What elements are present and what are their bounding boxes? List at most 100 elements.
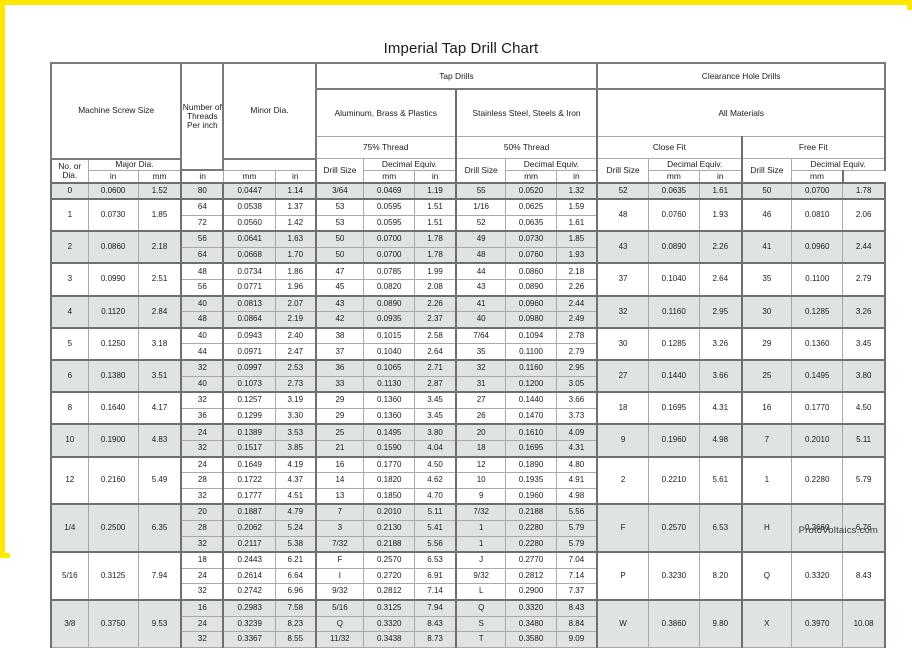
cell-tpi: 56 (180, 230, 224, 248)
cell-major-mm: 2.51 (137, 262, 182, 297)
cell-tpi: 18 (180, 551, 224, 569)
cell-close-drill: 52 (596, 181, 649, 200)
table-header: Machine Screw Size Number of Threads Per… (49, 61, 887, 184)
cell-free-drill: 16 (740, 391, 793, 425)
cell-minor-in: 0.1073 (222, 375, 277, 393)
cell-close-in: 0.0890 (647, 230, 700, 264)
cell-75-mm: 7.94 (414, 598, 457, 617)
cell-close-in: 0.1960 (647, 423, 700, 458)
cell-tpi: 48 (180, 311, 224, 329)
cell-75-mm: 6.53 (414, 551, 457, 569)
header-minor-dia-units (222, 158, 317, 171)
table-row: 64 0.0668 1.70 50 0.0700 1.78 48 0.0760 1.93 (51, 246, 885, 264)
cell-close-drill: 48 (596, 198, 649, 232)
cell-free-drill: 41 (740, 230, 793, 264)
cell-free-mm: 2.06 (842, 198, 887, 232)
cell-75-mm: 3.80 (414, 423, 457, 442)
cell-75-in: 0.1495 (363, 423, 416, 442)
cell-50-drill: T (454, 631, 507, 648)
cell-minor-mm: 2.53 (274, 359, 317, 377)
cell-minor-in: 0.3367 (222, 631, 277, 648)
cell-screw-size: 6 (49, 359, 89, 393)
cell-50-mm: 3.05 (555, 375, 599, 393)
cell-50-drill: 27 (454, 391, 507, 409)
cell-75-drill: 7/32 (314, 535, 365, 553)
cell-close-mm: 4.31 (698, 391, 743, 425)
cell-75-mm: 3.45 (414, 391, 457, 409)
cell-close-drill: 30 (596, 326, 649, 361)
cell-free-mm: 3.45 (842, 326, 887, 361)
cell-minor-in: 0.1777 (222, 487, 277, 505)
cell-minor-in: 0.0864 (222, 311, 277, 329)
cell-screw-size: 4 (49, 294, 89, 329)
cell-tpi: 36 (180, 407, 224, 425)
cell-50-mm: 1.32 (555, 181, 599, 200)
cell-50-mm: 3.73 (555, 407, 599, 425)
cell-close-drill: F (596, 503, 649, 553)
header-unit-close-mm: mm (647, 169, 700, 184)
cell-minor-mm: 2.19 (274, 311, 317, 329)
cell-75-drill: 29 (314, 391, 365, 409)
cell-tpi: 28 (180, 519, 224, 537)
cell-75-in: 0.1065 (363, 359, 416, 377)
cell-close-mm: 4.98 (698, 423, 743, 458)
header-unit-75-mm: mm (363, 169, 416, 184)
header-unit-50-in: in (414, 169, 457, 184)
cell-major-mm: 4.17 (137, 391, 182, 425)
cell-50-in: 0.2770 (505, 551, 557, 569)
cell-50-drill: 7/64 (454, 326, 507, 345)
cell-close-drill: P (596, 551, 649, 601)
cell-close-mm: 5.61 (698, 455, 743, 505)
cell-screw-size: 1/4 (49, 503, 89, 553)
cell-free-in: 0.2280 (791, 455, 844, 505)
cell-screw-size: 10 (49, 423, 89, 458)
cell-close-mm: 1.93 (698, 198, 743, 232)
header-stainless-steel: Stainless Steel, Steels & Iron (454, 88, 599, 137)
cell-minor-in: 0.1722 (222, 472, 277, 489)
cell-free-mm: 10.08 (842, 598, 887, 648)
cell-minor-in: 0.1257 (222, 391, 277, 409)
cell-75-drill: 33 (314, 375, 365, 393)
cell-75-mm: 1.78 (414, 230, 457, 248)
header-tap-drills: Tap Drills (314, 62, 599, 90)
cell-50-mm: 8.84 (555, 615, 599, 633)
cell-75-mm: 7.14 (414, 583, 457, 601)
header-50-thread: 50% Thread (454, 136, 599, 159)
cell-major-mm: 3.18 (137, 326, 182, 361)
cell-50-in: 0.1094 (505, 326, 557, 345)
cell-75-mm: 5.41 (414, 519, 457, 537)
cell-major-in: 0.3125 (87, 551, 139, 601)
cell-major-in: 0.0990 (87, 262, 139, 297)
header-decimal-equiv-free: Decimal Equiv. (791, 158, 887, 171)
cell-minor-in: 0.2983 (222, 598, 277, 617)
cell-screw-size: 5 (49, 326, 89, 361)
cell-minor-mm: 5.24 (274, 519, 317, 537)
cell-50-mm: 3.66 (555, 391, 599, 409)
cell-minor-in: 0.2742 (222, 583, 277, 601)
cell-major-in: 0.1120 (87, 294, 139, 329)
cell-tpi: 32 (180, 535, 224, 553)
cell-50-mm: 4.31 (555, 439, 599, 458)
cell-tpi: 80 (180, 181, 224, 200)
cell-50-mm: 2.18 (555, 262, 599, 281)
cell-major-mm: 4.83 (137, 423, 182, 458)
cell-minor-in: 0.1517 (222, 439, 277, 458)
cell-tpi: 24 (180, 615, 224, 633)
cell-75-drill: Q (314, 615, 365, 633)
cell-tpi: 64 (180, 246, 224, 264)
table-row: 32 0.1777 4.51 13 0.1850 4.70 9 0.1960 4.98 (51, 487, 885, 505)
cell-minor-mm: 1.86 (274, 262, 317, 281)
cell-75-in: 0.3125 (363, 598, 416, 617)
cell-major-mm: 1.52 (137, 181, 182, 200)
cell-75-mm: 2.87 (414, 375, 457, 393)
cell-free-drill: 50 (740, 181, 793, 200)
cell-tpi: 32 (180, 631, 224, 648)
site-credit: ProtoVoltaics.com (798, 525, 878, 536)
cell-50-mm: 7.04 (555, 551, 599, 569)
cell-75-mm: 2.37 (414, 311, 457, 329)
cell-tpi: 32 (180, 391, 224, 409)
cell-minor-in: 0.0560 (222, 214, 277, 232)
cell-close-in: 0.1040 (647, 262, 700, 297)
cell-75-mm: 1.51 (414, 214, 457, 232)
cell-50-in: 0.0625 (505, 198, 557, 216)
